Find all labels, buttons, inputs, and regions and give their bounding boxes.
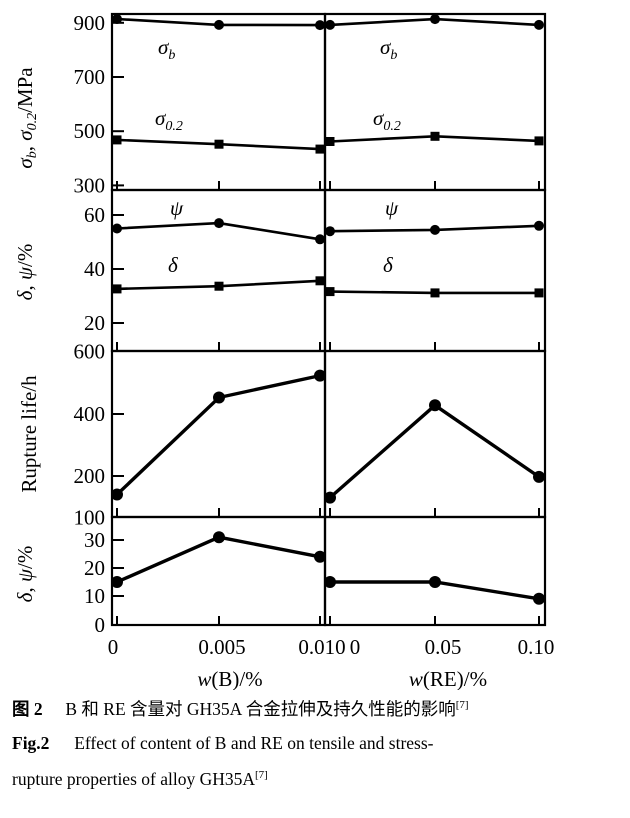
xtick-left-0: 0 bbox=[108, 635, 119, 659]
annotation-psi-left: ψ bbox=[170, 196, 184, 220]
panel-row2-right: ψ δ bbox=[323, 188, 547, 353]
data-point bbox=[213, 391, 225, 404]
data-point bbox=[430, 288, 440, 298]
data-point bbox=[111, 488, 123, 501]
data-point bbox=[111, 576, 123, 588]
annotation-delta-right: δ bbox=[383, 253, 394, 277]
ytick-row2-20: 20 bbox=[84, 311, 105, 335]
data-point bbox=[112, 14, 122, 24]
panel-row2-left: 60 40 20 ψ δ bbox=[84, 188, 327, 353]
data-point bbox=[324, 576, 336, 588]
series-line-delta-psi-left bbox=[116, 535, 321, 584]
data-point bbox=[112, 135, 122, 145]
data-point bbox=[315, 276, 325, 286]
ylabel-row4: δ, ψ/% bbox=[13, 546, 37, 603]
annotation-sigma-02-right: σ0.2 bbox=[373, 106, 401, 134]
data-point bbox=[315, 20, 325, 31]
data-point bbox=[430, 14, 440, 25]
caption-en-ref: [7] bbox=[255, 769, 268, 781]
data-point bbox=[533, 470, 545, 483]
data-point bbox=[314, 550, 326, 563]
ytick-row1-500: 500 bbox=[74, 119, 106, 143]
ytick-row4-20: 20 bbox=[84, 556, 105, 580]
data-point bbox=[325, 226, 335, 237]
annotation-delta-left: δ bbox=[168, 253, 179, 277]
data-point bbox=[534, 136, 544, 146]
caption-en-label: Fig.2 bbox=[12, 733, 50, 753]
data-point bbox=[534, 288, 544, 298]
ytick-row2-40: 40 bbox=[84, 257, 105, 281]
caption-cn-ref: [7] bbox=[455, 699, 469, 711]
xtick-left-0010: 0.010 bbox=[298, 635, 345, 659]
data-point bbox=[325, 287, 335, 297]
data-point bbox=[315, 144, 325, 154]
data-point bbox=[112, 223, 122, 234]
xlabel-left: w(B)/% bbox=[197, 667, 262, 690]
panel-row3-right bbox=[323, 349, 547, 519]
figure-panel-grid: 900 700 500 300 σb σ0.2 σb σ0.2 bbox=[13, 11, 555, 690]
ytick-row3-600: 600 bbox=[74, 340, 106, 364]
ytick-row3-400: 400 bbox=[74, 402, 106, 426]
xlabel-right: w(RE)/% bbox=[409, 667, 487, 690]
ytick-row4-0: 0 bbox=[95, 613, 106, 637]
caption-en-text-line2: rupture properties of alloy GH35A bbox=[12, 768, 255, 789]
data-point bbox=[534, 220, 544, 231]
data-point bbox=[314, 369, 326, 382]
ytick-row1-300: 300 bbox=[74, 174, 106, 198]
ytick-row4-10: 10 bbox=[84, 584, 105, 608]
ytick-row2-60: 60 bbox=[84, 203, 105, 227]
data-point bbox=[430, 224, 440, 235]
data-point bbox=[214, 218, 224, 229]
ytick-row1-700: 700 bbox=[74, 65, 106, 89]
data-point bbox=[214, 19, 224, 30]
panel-row1-right: σb σ0.2 bbox=[323, 12, 547, 192]
data-point bbox=[429, 576, 441, 588]
annotation-sigma-b-left: σb bbox=[158, 35, 175, 63]
ytick-row4-100: 100 bbox=[74, 506, 106, 530]
data-point bbox=[533, 592, 545, 605]
caption-en-text-line1: Effect of content of B and RE on tensile… bbox=[74, 733, 434, 753]
data-point bbox=[534, 19, 544, 30]
annotation-sigma-02-left: σ0.2 bbox=[155, 106, 183, 134]
data-point bbox=[315, 234, 325, 245]
data-point bbox=[214, 281, 224, 291]
caption-cn-label: 图 2 bbox=[12, 698, 43, 719]
ytick-row1-900: 900 bbox=[74, 11, 106, 35]
data-point bbox=[325, 19, 335, 30]
ylabel-row3: Rupture life/h bbox=[17, 375, 41, 493]
annotation-sigma-b-right: σb bbox=[380, 35, 397, 63]
data-point bbox=[214, 139, 224, 149]
ylabel-row2: δ, ψ/% bbox=[13, 244, 37, 301]
ylabel-row1: σb, σ0.2/MPa bbox=[13, 67, 40, 169]
data-point bbox=[112, 284, 122, 294]
ytick-row3-200: 200 bbox=[74, 464, 106, 488]
data-point bbox=[213, 531, 225, 544]
series-line-rupture-right bbox=[328, 403, 540, 499]
data-point bbox=[430, 131, 440, 141]
xtick-left-0005: 0.005 bbox=[198, 635, 245, 659]
xtick-right-0: 0 bbox=[350, 635, 361, 659]
caption-cn-text: B 和 RE 含量对 GH35A 合金拉伸及持久性能的影响 bbox=[65, 698, 456, 719]
data-point bbox=[324, 491, 336, 504]
ytick-row4-30: 30 bbox=[84, 528, 105, 552]
xtick-right-005: 0.05 bbox=[425, 635, 462, 659]
panel-row3-left: 600 400 200 bbox=[74, 340, 327, 519]
panel-row4-left: 100 30 20 10 0 bbox=[74, 506, 327, 637]
xtick-right-010: 0.10 bbox=[518, 635, 555, 659]
multi-panel-chart: 900 700 500 300 σb σ0.2 σb σ0.2 bbox=[13, 11, 555, 690]
panel-row1-left: 900 700 500 300 σb σ0.2 bbox=[74, 11, 327, 198]
data-point bbox=[325, 137, 335, 146]
data-point bbox=[429, 399, 441, 412]
panel-row4-right bbox=[323, 515, 547, 627]
figure-caption: 图 2 B 和 RE 含量对 GH35A 合金拉伸及持久性能的影响[7] Fig… bbox=[0, 690, 630, 818]
annotation-psi-right: ψ bbox=[385, 196, 399, 220]
